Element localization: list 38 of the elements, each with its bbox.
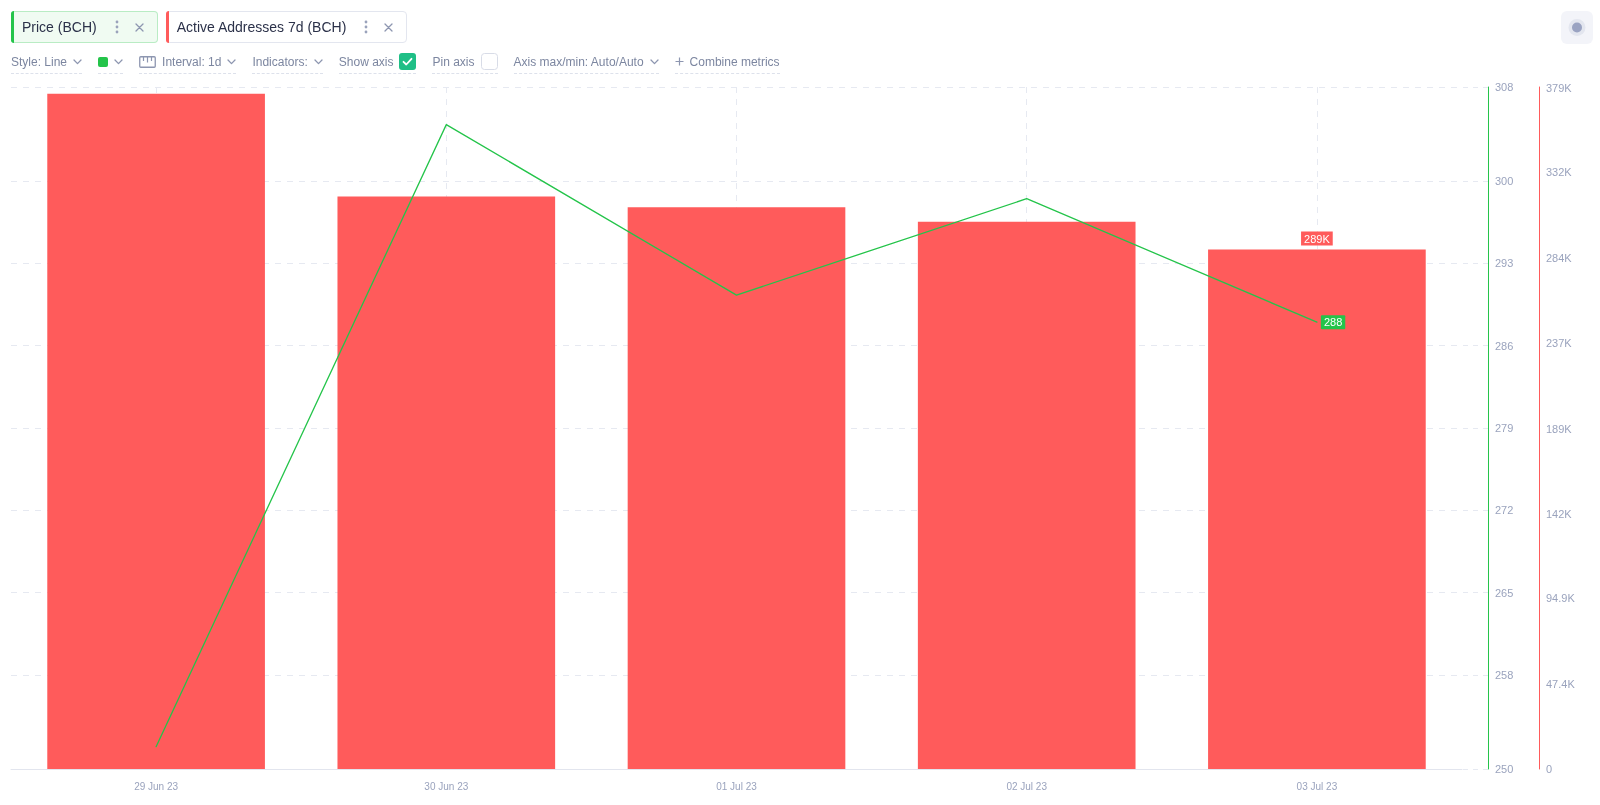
y2-tick-label: 237K [1546, 336, 1573, 349]
y2-tick-label: 142K [1546, 507, 1573, 520]
y2-tick-label: 379K [1546, 81, 1573, 94]
text: Combine metrics [689, 54, 780, 69]
bar [917, 221, 1136, 769]
legend-label: Price (BCH) [22, 19, 97, 35]
y2-tick-label: 94.9K [1546, 592, 1576, 605]
y2-tick-label: 189K [1546, 423, 1573, 436]
bar [627, 207, 846, 769]
y-tick-label: 272 [1495, 504, 1514, 517]
y2-tick-label: 47.4K [1546, 677, 1576, 690]
text: Indicators: [252, 54, 308, 69]
x-tick-label: 02 Jul 23 [1006, 780, 1048, 792]
bar [1208, 249, 1426, 769]
x-tick-label: 29 Jun 23 [134, 780, 179, 792]
y-tick-label: 293 [1495, 257, 1514, 270]
text: Show axis [338, 54, 394, 69]
text: Pin axis [432, 54, 475, 69]
y-tick-label: 258 [1495, 668, 1514, 681]
x-tick-label: 01 Jul 23 [716, 780, 758, 792]
x-tick-label: 30 Jun 23 [424, 780, 469, 792]
y-tick-label: 279 [1495, 422, 1514, 434]
data-label: 289K [1304, 233, 1331, 245]
x-tick-label: 03 Jul 23 [1296, 780, 1338, 792]
legend-label: Active Addresses 7d (BCH) [176, 19, 347, 35]
text: Interval: 1d [162, 54, 222, 69]
y2-tick-label: 284K [1546, 252, 1573, 265]
text: Axis max/min: Auto/Auto [513, 54, 644, 69]
y2-tick-label: 332K [1546, 166, 1573, 179]
text: Style: Line [11, 54, 68, 69]
bar [337, 196, 556, 769]
y-tick-label: 250 [1495, 763, 1514, 775]
y-tick-label: 308 [1495, 81, 1514, 93]
y-tick-label: 286 [1495, 339, 1514, 352]
bar [47, 93, 265, 769]
y-tick-label: 300 [1495, 175, 1514, 188]
y-tick-label: 265 [1495, 586, 1514, 599]
y2-tick-label: 0 [1546, 763, 1553, 775]
